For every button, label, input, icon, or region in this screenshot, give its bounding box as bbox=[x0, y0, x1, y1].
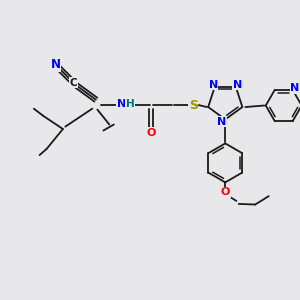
Text: O: O bbox=[147, 128, 156, 138]
Text: S: S bbox=[189, 99, 198, 112]
Text: N: N bbox=[233, 80, 242, 89]
Text: N: N bbox=[217, 117, 226, 127]
Text: N: N bbox=[208, 80, 218, 89]
Text: H: H bbox=[126, 99, 134, 109]
Text: O: O bbox=[220, 187, 230, 197]
Text: C: C bbox=[70, 78, 77, 88]
Text: N: N bbox=[290, 83, 300, 94]
Text: N: N bbox=[117, 99, 126, 109]
Text: N: N bbox=[50, 58, 60, 71]
